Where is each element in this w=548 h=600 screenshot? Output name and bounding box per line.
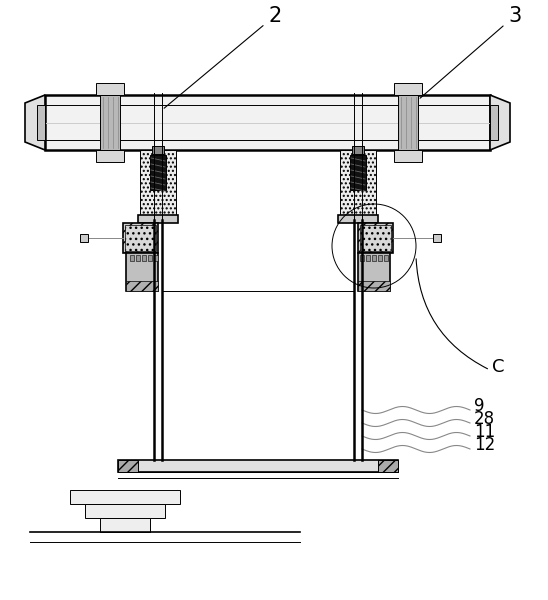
Bar (378, 255, 382, 261)
Bar (340, 150, 376, 220)
Bar (96, 150, 124, 162)
Bar (100, 518, 150, 532)
Bar (360, 255, 364, 261)
Bar (125, 225, 156, 251)
Bar (352, 146, 364, 154)
Text: 2: 2 (164, 6, 281, 108)
Bar (85, 504, 165, 518)
Bar (123, 223, 158, 253)
Bar (358, 281, 390, 291)
Text: 3: 3 (420, 6, 521, 98)
Bar (358, 253, 390, 291)
Text: 28: 28 (474, 410, 495, 428)
Bar (140, 150, 176, 220)
Bar (372, 255, 376, 261)
Bar (118, 460, 138, 472)
Bar (37, 105, 45, 140)
Bar (136, 255, 140, 261)
Bar (150, 155, 166, 190)
Bar (398, 95, 418, 150)
Text: 12: 12 (474, 436, 495, 454)
Bar (130, 255, 134, 261)
Bar (100, 95, 120, 150)
Bar (96, 83, 124, 95)
Bar (126, 253, 158, 291)
Bar (138, 215, 178, 223)
Bar (148, 255, 152, 261)
Bar (360, 225, 391, 251)
Bar (366, 255, 370, 261)
Bar (378, 460, 398, 472)
Bar (394, 83, 422, 95)
Bar (142, 255, 146, 261)
Bar (433, 234, 441, 242)
Bar (162, 291, 354, 460)
Bar (152, 146, 164, 154)
Bar (358, 223, 393, 253)
Bar (118, 460, 398, 472)
Polygon shape (25, 95, 45, 150)
Bar (70, 490, 180, 504)
Bar (80, 234, 88, 242)
Bar (45, 95, 490, 150)
Text: C: C (492, 358, 505, 376)
Text: 11: 11 (474, 423, 495, 441)
Bar (384, 255, 388, 261)
Bar (350, 155, 366, 190)
Bar (154, 255, 158, 261)
Text: 9: 9 (474, 397, 484, 415)
Bar (338, 215, 378, 223)
Bar (490, 105, 498, 140)
Bar (394, 150, 422, 162)
Polygon shape (490, 95, 510, 150)
Bar (126, 281, 158, 291)
